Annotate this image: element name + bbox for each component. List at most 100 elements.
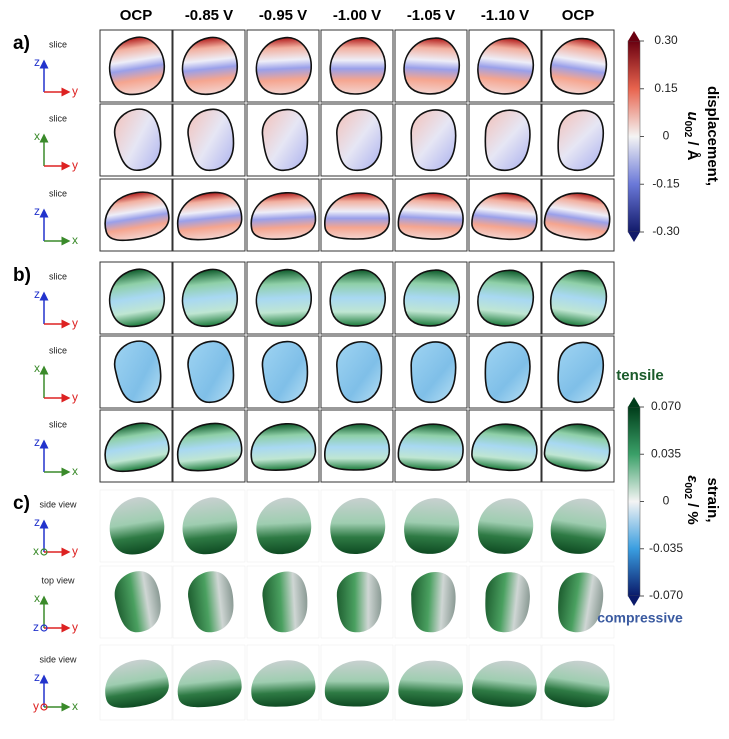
colorbar-cap — [628, 596, 640, 606]
particle-map — [485, 572, 530, 633]
particle-map — [329, 37, 386, 95]
axis-out — [40, 624, 48, 632]
colorbar-tick-label: -0.15 — [652, 176, 680, 190]
particle-map — [403, 269, 461, 327]
axis-label: y — [72, 158, 78, 172]
colorbar-cap — [628, 397, 640, 407]
particle-map — [113, 108, 162, 172]
panel-label: b) — [13, 265, 31, 286]
particle-map — [182, 497, 238, 555]
view-label: side view — [39, 654, 77, 664]
particle-map — [324, 660, 390, 707]
axis-label: x — [34, 591, 40, 605]
particle-map — [176, 422, 243, 472]
particle-map — [187, 108, 235, 172]
particle-map — [250, 423, 317, 472]
particle-map — [478, 498, 534, 554]
axis-label: z — [34, 287, 40, 301]
axis-label: y — [33, 699, 39, 713]
axis-label: x — [34, 361, 40, 375]
particle-map — [477, 269, 535, 327]
particle-map — [336, 571, 382, 633]
view-label: slice — [49, 113, 67, 123]
view-label: slice — [49, 39, 67, 49]
particle-map — [330, 497, 386, 554]
column-header: -1.00 V — [333, 7, 381, 24]
symbol: ε — [684, 475, 701, 483]
particle-map — [557, 341, 605, 403]
particle-map — [104, 422, 170, 473]
symbol: u — [684, 111, 701, 120]
colorbar-cap — [628, 31, 640, 41]
subscript: 002 — [682, 121, 693, 138]
axis-label: z — [33, 620, 39, 634]
colorbar-tick-label: 0 — [663, 494, 670, 508]
particle-map — [336, 109, 383, 172]
view-label: slice — [49, 188, 67, 198]
particle-map — [188, 571, 234, 633]
axis-label: y — [72, 390, 78, 404]
colorbar-quantity: u002 / Å — [682, 111, 701, 160]
view-label: top view — [41, 575, 75, 585]
axis-label: y — [72, 620, 78, 634]
particle-map — [177, 660, 242, 708]
particle-map — [255, 36, 312, 95]
axis-label: x — [72, 464, 78, 478]
particle-map — [544, 660, 610, 708]
particle-map — [113, 340, 162, 404]
colorbar-tick-label: 0.070 — [651, 399, 681, 413]
tensile-label: tensile — [616, 367, 664, 384]
colorbar-tick-label: 0 — [663, 129, 670, 143]
axis-label: x — [72, 233, 78, 247]
axis-label: z — [34, 204, 40, 218]
column-header: -1.05 V — [407, 7, 455, 24]
column-header: OCP — [120, 7, 153, 24]
particle-map — [550, 498, 607, 554]
particle-map — [398, 660, 464, 707]
column-header: OCP — [562, 7, 595, 24]
compressive-label: compressive — [597, 610, 683, 626]
subscript: 002 — [682, 482, 693, 499]
particle-map — [410, 341, 457, 404]
particle-map — [410, 109, 457, 172]
particle-map — [187, 340, 235, 404]
particle-map — [250, 192, 317, 241]
particle-map — [557, 109, 605, 171]
particle-map — [262, 571, 308, 633]
column-header: -0.95 V — [259, 7, 307, 24]
particle-map — [114, 571, 161, 633]
colorbar-tick-label: 0.035 — [651, 446, 681, 460]
particle-map — [324, 423, 390, 471]
axis-label: y — [72, 544, 78, 558]
axis-label: x — [33, 544, 39, 558]
colorbar — [627, 40, 641, 233]
particle-map — [181, 268, 239, 328]
panel-label: c) — [13, 493, 30, 514]
particle-map — [261, 340, 309, 403]
axis-label: y — [72, 316, 78, 330]
particle-map — [397, 192, 464, 240]
colorbar-tick-label: 0.15 — [654, 81, 678, 95]
particle-map — [477, 37, 535, 95]
axis-label: z — [34, 435, 40, 449]
colorbar-quantity: ε002 / % — [682, 475, 701, 525]
axis-out — [40, 703, 48, 711]
particle-map — [105, 659, 169, 708]
colorbar-title: strain, — [704, 477, 721, 522]
particle-map — [176, 191, 243, 241]
particle-map — [261, 108, 309, 171]
colorbar-cap — [628, 232, 640, 242]
view-label: slice — [49, 345, 67, 355]
colorbar-title: displacement, — [704, 86, 721, 186]
axis-label: x — [72, 699, 78, 713]
particle-map — [411, 571, 456, 633]
particle-map — [549, 269, 607, 327]
view-label: side view — [39, 499, 77, 509]
axis-label: z — [34, 55, 40, 69]
colorbar-tick-label: -0.30 — [652, 224, 680, 238]
colorbar-tick-label: 0.30 — [654, 33, 678, 47]
particle-map — [251, 660, 316, 707]
axis-label: z — [34, 670, 40, 684]
particle-map — [324, 192, 390, 240]
